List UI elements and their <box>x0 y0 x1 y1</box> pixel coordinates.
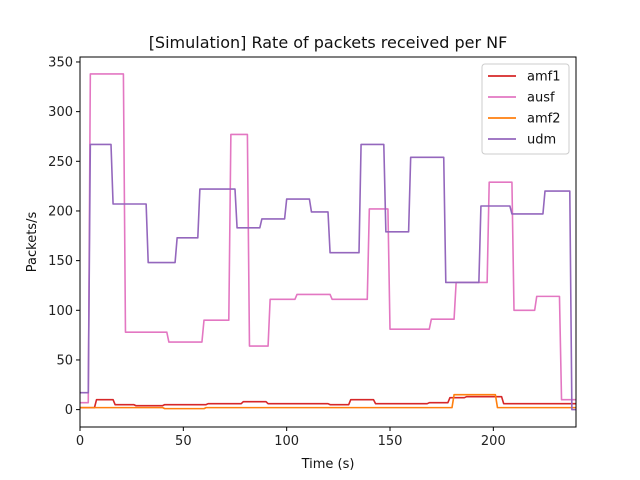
legend-box <box>481 63 570 155</box>
x-tick-label: 50 <box>175 434 192 449</box>
y-tick-label: 0 <box>65 403 73 418</box>
legend-label-ausf: ausf <box>527 91 555 106</box>
legend-label-amf2: amf2 <box>527 112 560 127</box>
series-line-amf2 <box>80 393 576 410</box>
y-tick-label: 100 <box>48 304 73 319</box>
legend-label-amf1: amf1 <box>527 70 560 85</box>
y-tick-label: 200 <box>48 204 73 219</box>
y-axis-ticks: 0 50 100 150 200 250 300 350 <box>48 55 80 418</box>
x-tick-label: 100 <box>274 434 299 449</box>
series-line-amf1 <box>80 395 576 409</box>
plot-frame <box>79 56 577 428</box>
legend-label-udm: udm <box>527 133 556 148</box>
x-axis-ticks: 0 50 100 150 200 <box>76 427 506 449</box>
chart-title: [Simulation] Rate of packets received pe… <box>149 33 508 52</box>
y-tick-label: 350 <box>48 55 73 70</box>
y-tick-label: 300 <box>48 105 73 120</box>
series-layer <box>80 73 576 411</box>
y-axis-label: Packets/s <box>25 212 40 273</box>
series-line-udm <box>80 143 576 411</box>
series-line-ausf <box>80 73 576 404</box>
y-tick-label: 250 <box>48 155 73 170</box>
legend: amf1 ausf amf2 udm <box>481 63 570 155</box>
x-tick-label: 0 <box>76 434 84 449</box>
x-axis-label: Time (s) <box>301 457 355 472</box>
y-tick-label: 50 <box>56 353 73 368</box>
y-tick-label: 150 <box>48 254 73 269</box>
x-tick-label: 150 <box>378 434 403 449</box>
x-tick-label: 200 <box>481 434 506 449</box>
